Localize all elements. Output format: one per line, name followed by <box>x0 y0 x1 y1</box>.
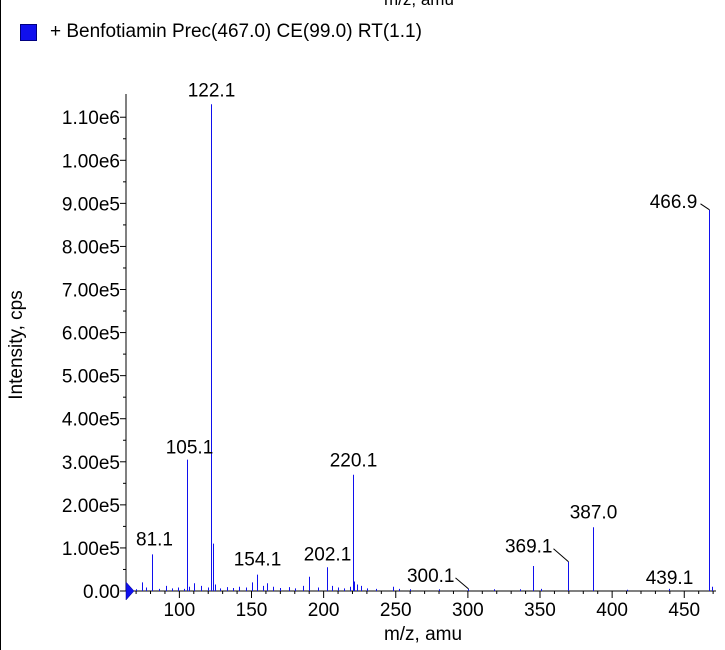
x-tick-label: 150 <box>236 600 268 621</box>
top-axis-label: m/z, amu <box>384 0 454 10</box>
peak-label: 220.1 <box>330 451 378 472</box>
peak-label: 202.1 <box>304 544 352 565</box>
y-tick-label: 9.00e5 <box>62 194 120 215</box>
legend-swatch <box>20 23 37 41</box>
y-tick-label: 2.00e5 <box>62 496 120 517</box>
peak-label: 466.9 <box>650 192 698 213</box>
peak-bars <box>136 104 713 591</box>
y-tick-label: 5.00e5 <box>62 367 120 388</box>
peak-label: 105.1 <box>166 438 214 459</box>
legend: + Benfotiamin Prec(467.0) CE(99.0) RT(1.… <box>20 20 422 44</box>
x-tick-label: 350 <box>524 600 556 621</box>
y-tick-label: 1.00e6 <box>62 151 120 172</box>
y-tick-label: 1.10e6 <box>62 108 120 129</box>
y-tick-label: 1.00e5 <box>62 539 120 560</box>
y-tick-label: 3.00e5 <box>62 453 120 474</box>
x-tick-label: 100 <box>164 600 196 621</box>
frame-left-border <box>0 0 1 650</box>
x-axis-label: m/z, amu <box>384 624 462 645</box>
peak-label: 369.1 <box>505 537 553 558</box>
y-tick-label: 0.00 <box>83 582 120 603</box>
y-tick-label: 7.00e5 <box>62 281 120 302</box>
axes: 0.00 1.00e5 2.00e5 3.00e5 4.00e5 5.00e5 6.00e5… <box>62 94 716 621</box>
peak-labels: 81.1 105.1 122.1 154.1 202.1 220.1 300.1 369.1 3… <box>136 80 710 590</box>
x-tick-label: 400 <box>596 600 628 621</box>
x-tick-label: 300 <box>452 600 484 621</box>
y-tick-label: 6.00e5 <box>62 324 120 345</box>
peak-label: 81.1 <box>136 529 173 550</box>
x-tick-label: 450 <box>668 600 700 621</box>
x-tick-label: 200 <box>308 600 340 621</box>
peak-label: 300.1 <box>407 566 455 587</box>
peak-label-leader <box>700 203 710 211</box>
legend-label: + Benfotiamin Prec(467.0) CE(99.0) RT(1.… <box>50 21 422 42</box>
peak-label: 439.1 <box>646 568 694 589</box>
peak-label: 387.0 <box>570 502 618 523</box>
y-tick-label: 8.00e5 <box>62 237 120 258</box>
x-tick-label: 250 <box>380 600 412 621</box>
peak-label-leader <box>455 577 469 590</box>
baseline-marker <box>125 581 135 601</box>
y-axis-label: Intensity, cps <box>6 290 27 399</box>
peak-label: 154.1 <box>234 550 282 571</box>
peak-label: 122.1 <box>188 80 236 101</box>
peak-label-leader <box>553 548 569 563</box>
y-tick-label: 4.00e5 <box>62 410 120 431</box>
